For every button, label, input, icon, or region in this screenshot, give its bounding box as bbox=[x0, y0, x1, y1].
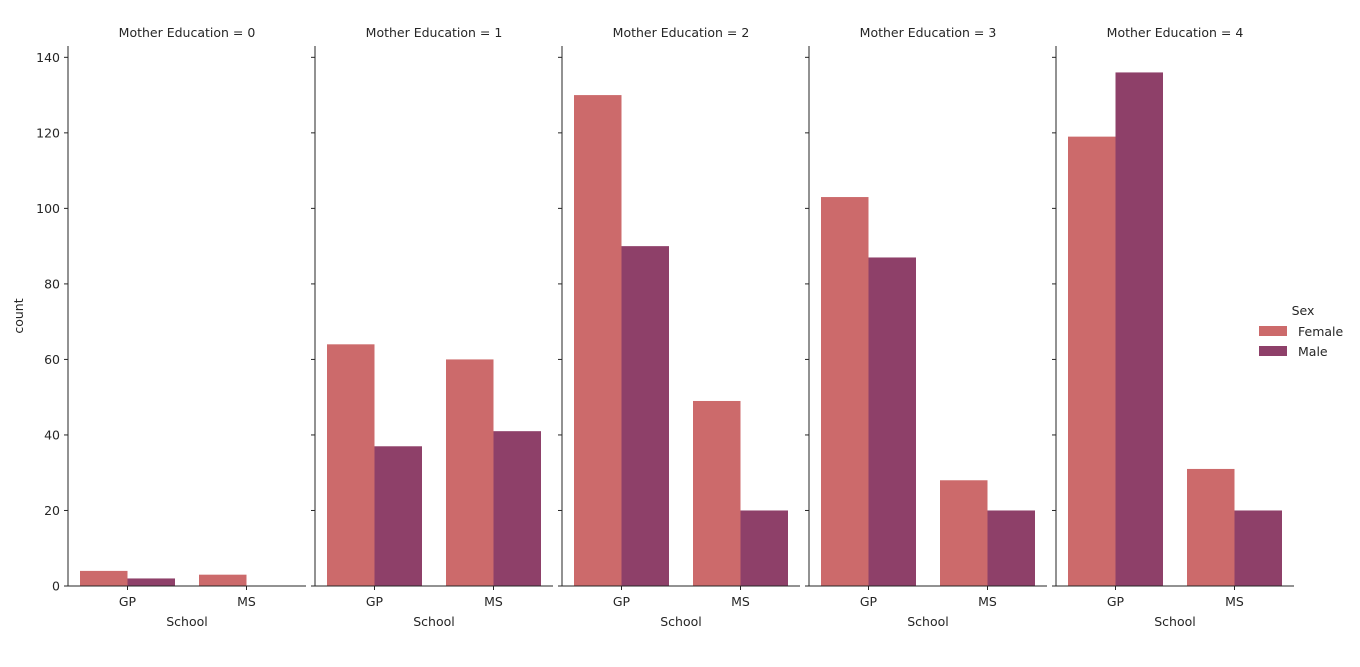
bar-female-ms-facet-1 bbox=[446, 359, 494, 586]
facet-title: Mother Education = 3 bbox=[860, 25, 997, 40]
bar-male-gp-facet-2 bbox=[621, 246, 669, 586]
facet-title: Mother Education = 2 bbox=[613, 25, 750, 40]
facet-title: Mother Education = 1 bbox=[366, 25, 503, 40]
facet-title: Mother Education = 0 bbox=[119, 25, 256, 40]
facet-panel-0: GP MS 0 20 40 60 80 100 120 140 Mother Education =… bbox=[36, 25, 306, 629]
y-tick-label: 0 bbox=[52, 579, 60, 594]
x-axis-label: School bbox=[166, 614, 208, 629]
x-tick-label: MS bbox=[1225, 594, 1244, 609]
x-axis-label: School bbox=[1154, 614, 1196, 629]
x-axis-label: School bbox=[660, 614, 702, 629]
legend-label-male: Male bbox=[1298, 344, 1328, 359]
legend-swatch-male bbox=[1259, 346, 1287, 356]
legend-label-female: Female bbox=[1298, 324, 1344, 339]
bar-male-ms-facet-4 bbox=[1234, 510, 1282, 586]
y-tick-label: 40 bbox=[44, 427, 60, 442]
x-tick-label: GP bbox=[119, 594, 137, 609]
legend-swatch-female bbox=[1259, 326, 1287, 336]
x-tick-label: MS bbox=[484, 594, 503, 609]
bar-female-gp-facet-3 bbox=[821, 197, 869, 586]
x-tick-label: GP bbox=[860, 594, 878, 609]
y-tick-label: 80 bbox=[44, 276, 60, 291]
facet-panel-1: GP MS Mother Education = 1 School bbox=[311, 25, 553, 629]
x-tick-label: GP bbox=[1107, 594, 1125, 609]
x-tick-label: GP bbox=[366, 594, 384, 609]
y-tick-label: 120 bbox=[36, 125, 60, 140]
bar-female-gp-facet-2 bbox=[574, 95, 622, 586]
y-tick-label: 100 bbox=[36, 201, 60, 216]
bar-female-ms-facet-3 bbox=[940, 480, 988, 586]
y-tick-label: 140 bbox=[36, 50, 60, 65]
bar-female-gp-facet-0 bbox=[80, 570, 128, 586]
x-tick-label: GP bbox=[613, 594, 631, 609]
bar-male-ms-facet-2 bbox=[740, 510, 788, 586]
facet-panel-4: GP MS Mother Education = 4 School bbox=[1052, 25, 1294, 629]
legend: Sex Female Male bbox=[1259, 303, 1344, 359]
facet-panel-2: GP MS Mother Education = 2 School bbox=[558, 25, 800, 629]
bar-male-ms-facet-3 bbox=[987, 510, 1035, 586]
bar-male-gp-facet-3 bbox=[868, 257, 916, 586]
bar-female-gp-facet-1 bbox=[327, 344, 375, 586]
legend-title: Sex bbox=[1292, 303, 1315, 318]
x-tick-label: MS bbox=[978, 594, 997, 609]
y-axis-label: count bbox=[11, 298, 26, 333]
bar-female-ms-facet-0 bbox=[199, 574, 247, 586]
bar-female-ms-facet-2 bbox=[693, 400, 741, 586]
bar-male-gp-facet-1 bbox=[374, 446, 422, 586]
bar-male-gp-facet-0 bbox=[127, 578, 175, 586]
y-tick-label: 20 bbox=[44, 503, 60, 518]
x-axis-label: School bbox=[907, 614, 949, 629]
y-tick-label: 60 bbox=[44, 352, 60, 367]
x-axis-label: School bbox=[413, 614, 455, 629]
x-tick-label: MS bbox=[731, 594, 750, 609]
facet-title: Mother Education = 4 bbox=[1107, 25, 1244, 40]
bar-female-ms-facet-4 bbox=[1187, 468, 1235, 586]
bar-male-gp-facet-4 bbox=[1115, 72, 1163, 586]
bar-male-ms-facet-1 bbox=[493, 431, 541, 586]
x-tick-label: MS bbox=[237, 594, 256, 609]
bar-female-gp-facet-4 bbox=[1068, 136, 1116, 586]
facet-panel-3: GP MS Mother Education = 3 School bbox=[805, 25, 1047, 629]
